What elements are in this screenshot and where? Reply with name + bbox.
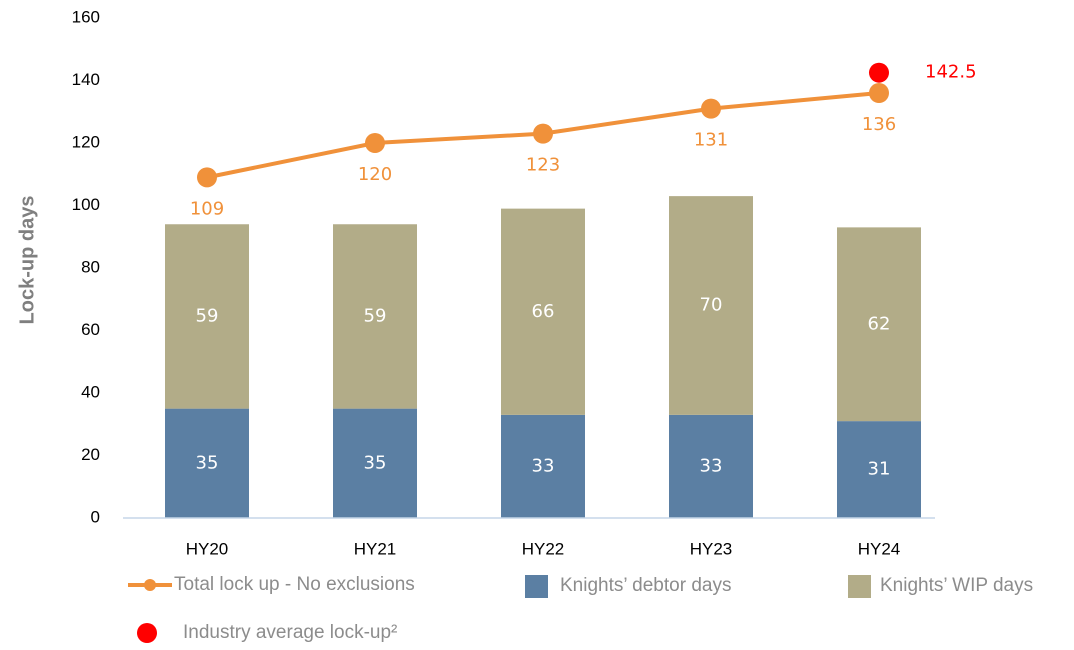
- legend-swatch: [137, 623, 157, 643]
- data-label: 109: [190, 198, 224, 219]
- bar-segment: [333, 224, 417, 409]
- data-label: 62: [868, 313, 891, 334]
- legend-label: Knights’ WIP days: [880, 575, 1033, 596]
- y-tick-label: 100: [72, 195, 100, 214]
- data-label: 59: [196, 305, 219, 326]
- legend-label: Knights’ debtor days: [560, 575, 731, 596]
- data-label: 123: [526, 155, 560, 176]
- y-tick-label: 140: [72, 70, 100, 89]
- data-label: 120: [358, 164, 392, 185]
- bar-segment: [501, 208, 585, 415]
- x-tick-label: HY24: [858, 539, 901, 558]
- bar-segment: [669, 196, 753, 415]
- line-point: [701, 98, 721, 119]
- bar-segment: [333, 408, 417, 518]
- bar-segment: [501, 414, 585, 518]
- y-tick-label: 20: [81, 445, 100, 464]
- y-tick-label: 120: [72, 132, 100, 151]
- data-label: 33: [532, 455, 555, 476]
- line-point: [533, 123, 553, 144]
- point: [869, 62, 889, 83]
- y-tick-label: 0: [91, 507, 100, 526]
- legend-swatch: [525, 575, 548, 598]
- legend-label: Industry average lock-up²: [183, 622, 397, 643]
- x-tick-label: HY22: [522, 539, 565, 558]
- y-tick-label: 40: [81, 382, 100, 401]
- x-tick-label: HY21: [354, 539, 397, 558]
- data-label: 136: [862, 114, 896, 135]
- bar-segment: [669, 414, 753, 518]
- bar-segment: [165, 408, 249, 518]
- data-label: 31: [868, 459, 891, 480]
- bar-segment: [837, 421, 921, 518]
- data-label: 35: [364, 452, 387, 473]
- data-label: 131: [694, 130, 728, 151]
- y-axis-label: Lock-up days: [16, 196, 38, 325]
- data-label: 142.5: [925, 62, 977, 83]
- y-tick-label: 60: [81, 320, 100, 339]
- legend-swatch: [848, 575, 871, 598]
- bar-segment: [165, 224, 249, 409]
- data-label: 33: [700, 455, 723, 476]
- data-label: 59: [364, 305, 387, 326]
- line-point: [869, 83, 889, 103]
- bar-segment: [837, 227, 921, 422]
- line-point: [197, 167, 217, 188]
- data-label: 66: [532, 301, 555, 322]
- x-tick-label: HY23: [690, 539, 733, 558]
- y-tick-label: 80: [81, 257, 100, 276]
- legend-swatch: [144, 579, 156, 591]
- data-label: 35: [196, 452, 219, 473]
- y-tick-label: 160: [72, 7, 100, 26]
- x-tick-label: HY20: [186, 539, 229, 558]
- line-point: [365, 133, 385, 153]
- legend-label: Total lock up - No exclusions: [174, 574, 415, 595]
- data-label: 70: [700, 295, 723, 316]
